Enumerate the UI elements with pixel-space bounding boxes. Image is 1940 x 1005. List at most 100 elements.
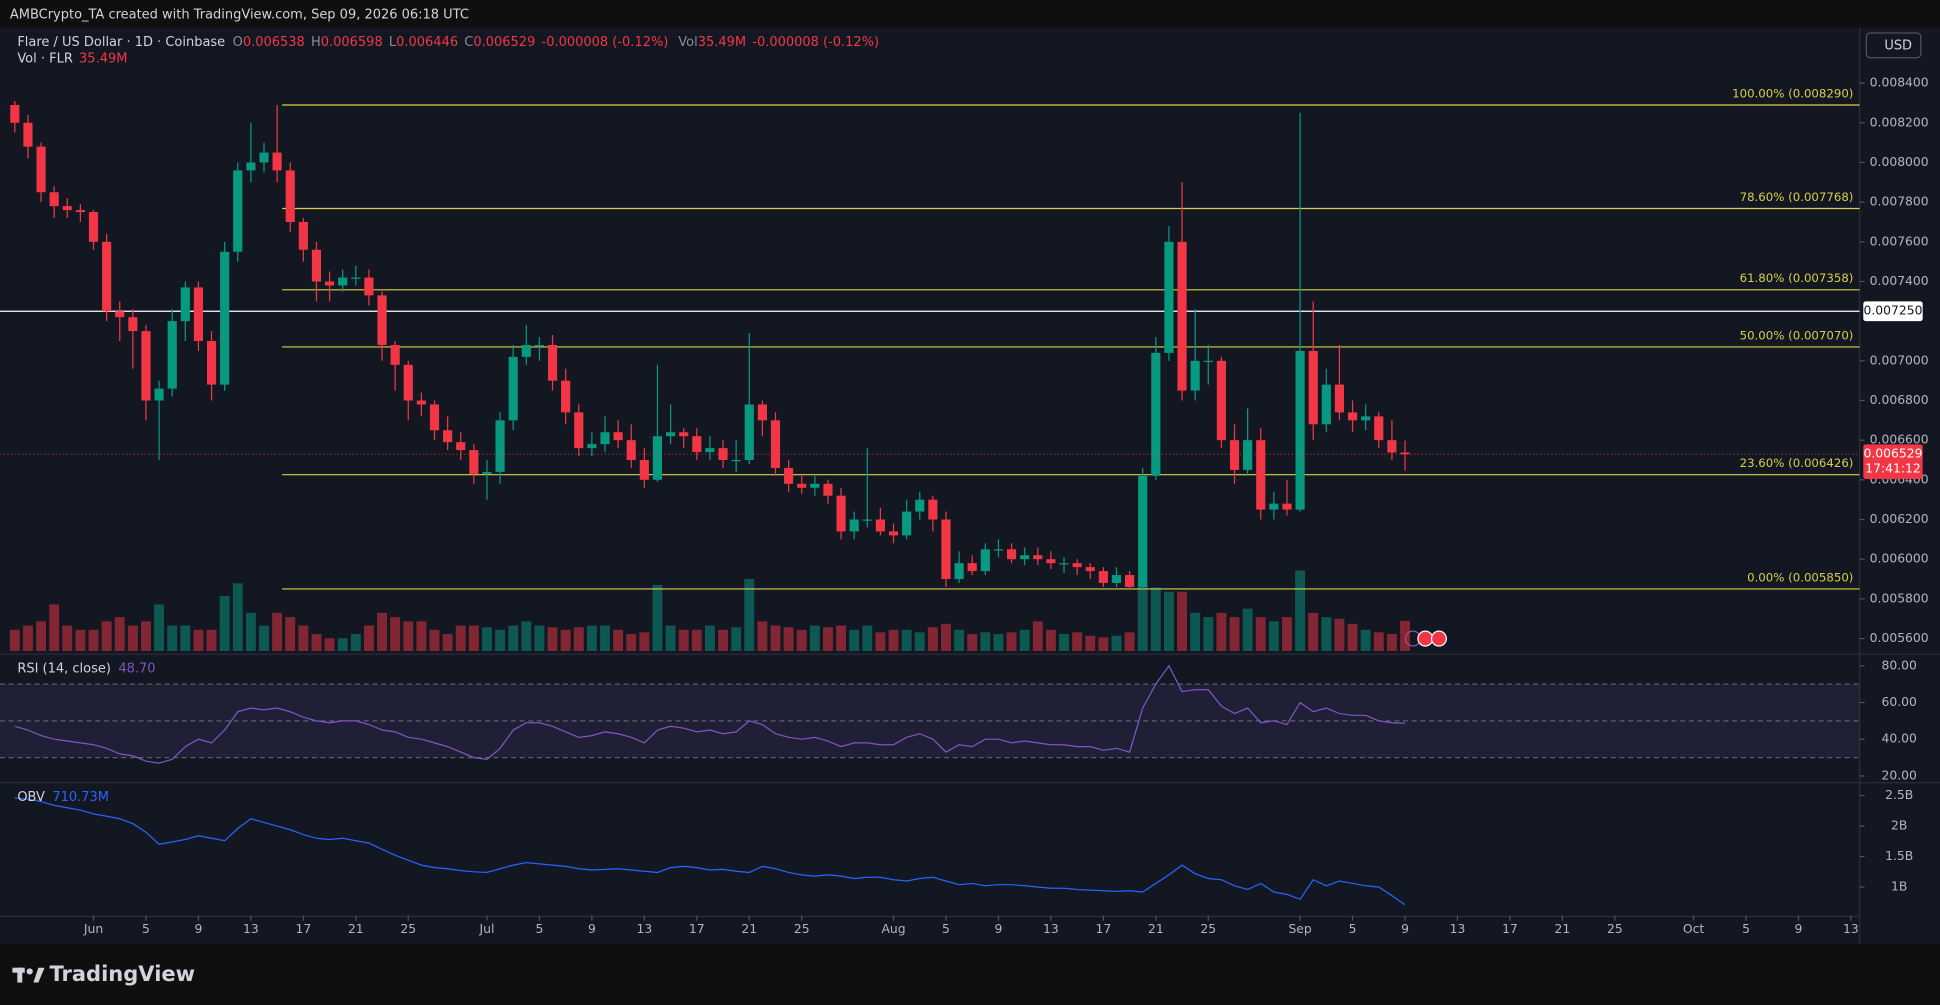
candle-body: [574, 412, 584, 449]
candle-body: [88, 212, 99, 242]
candle-body: [206, 340, 217, 385]
price-line-tag: [1863, 301, 1923, 322]
y-tick-label: 0.007400: [1870, 274, 1929, 288]
volume-bar: [560, 629, 571, 651]
candle-body: [429, 404, 440, 431]
candle-body: [1334, 384, 1345, 413]
volume-bar: [442, 634, 453, 651]
volume-bar: [1400, 620, 1410, 651]
x-tick-label: 9: [1795, 922, 1803, 936]
x-tick-label: 21: [1555, 922, 1571, 936]
candle-body: [770, 420, 781, 468]
volume-bar: [154, 604, 165, 651]
candle-body: [298, 221, 308, 250]
candle-body: [613, 432, 623, 441]
volume-bar: [141, 621, 151, 651]
fib-label: 78.60% (0.007768): [1740, 190, 1854, 204]
volume-bar: [1019, 629, 1030, 651]
volume-bar: [731, 627, 742, 651]
candle-body: [1295, 350, 1305, 510]
volume-bar: [770, 625, 781, 651]
volume-bar: [862, 625, 873, 651]
volume-bar: [403, 621, 414, 651]
event-icon: [1430, 630, 1447, 647]
volume-bar: [232, 583, 243, 651]
currency[interactable]: USD: [1884, 38, 1912, 53]
volume-bar: [350, 634, 361, 651]
volume-bar: [337, 638, 348, 651]
candle-body: [1098, 571, 1108, 583]
volume-bar: [9, 629, 20, 651]
x-tick-label: 9: [995, 922, 1003, 936]
vol-change: -0.000008 (-0.12%): [752, 35, 879, 50]
y-tick-label: 20.00: [1881, 768, 1917, 782]
y-tick-label: 2.5B: [1885, 788, 1913, 802]
volume-bar: [468, 625, 479, 651]
candle-body: [587, 444, 597, 449]
volume-bar: [22, 625, 33, 651]
volume-bar: [245, 612, 256, 651]
volume-bar: [626, 634, 637, 651]
volume-bar: [75, 629, 86, 651]
x-tick-label: 17: [1095, 922, 1111, 936]
candle-body: [1111, 575, 1122, 583]
x-tick-label: 17: [295, 922, 311, 936]
candle-body: [233, 170, 243, 252]
x-tick-label: 5: [142, 922, 150, 936]
candle-body: [36, 146, 46, 193]
volume-bar: [1032, 621, 1043, 651]
candle-body: [1072, 563, 1082, 568]
indicator-line: [14, 664, 1406, 764]
x-tick-label: Aug: [881, 922, 905, 936]
volume-bar: [1124, 632, 1135, 651]
y-tick-label: 0.006800: [1870, 393, 1929, 407]
candle-body: [1308, 350, 1318, 425]
candle-body: [1229, 440, 1240, 470]
candle-body: [1046, 559, 1056, 564]
candle-body: [823, 483, 833, 496]
event-icons: [1404, 630, 1447, 647]
candle-body: [626, 440, 636, 461]
symbol-legend: Flare / US Dollar · 1D · Coinbase O0.0065…: [17, 35, 879, 50]
candle-body: [1216, 360, 1226, 441]
volume-bar: [324, 638, 335, 651]
candle-body: [875, 519, 885, 532]
candle-body: [416, 400, 426, 405]
volume-bar: [613, 629, 624, 651]
volume-bar: [993, 634, 1004, 651]
logo: TradingView: [12, 961, 195, 986]
logo-mark: [17, 967, 23, 983]
volume-bar: [809, 625, 820, 651]
volume-bar: [678, 629, 689, 651]
pane-legend: RSI (14, close) 48.70: [17, 661, 155, 676]
o-label: O: [233, 35, 243, 50]
last-price-tag: [1863, 444, 1923, 479]
high: 0.006598: [321, 35, 383, 50]
volume-bar: [757, 621, 768, 651]
candle-body: [1164, 241, 1174, 353]
candle-body: [547, 344, 558, 381]
candle-body: [10, 104, 20, 123]
candle-body: [521, 344, 531, 357]
volume-bar: [193, 629, 204, 651]
volume-bar: [849, 629, 860, 651]
x-tick-label: 5: [1349, 922, 1357, 936]
volume-bar: [298, 625, 309, 651]
vol-label: Vol: [678, 35, 697, 50]
volume-bar: [1150, 587, 1161, 651]
candle-body: [482, 471, 492, 474]
currency-button[interactable]: [1865, 32, 1922, 59]
candle-body: [193, 287, 204, 341]
vol-title-value: 35.49M: [79, 51, 127, 66]
volume-bar: [1308, 612, 1319, 651]
candle-body: [849, 519, 859, 532]
volume-bar: [691, 629, 702, 651]
candle-body: [1151, 352, 1161, 476]
volume-bar: [482, 627, 492, 651]
fib-label: 23.60% (0.006426): [1740, 456, 1854, 470]
candle-body: [403, 364, 413, 401]
y-tick-label: 1.5B: [1885, 849, 1913, 863]
candle-body: [272, 152, 282, 171]
candle-body: [980, 549, 990, 572]
volume-bar: [652, 584, 663, 651]
